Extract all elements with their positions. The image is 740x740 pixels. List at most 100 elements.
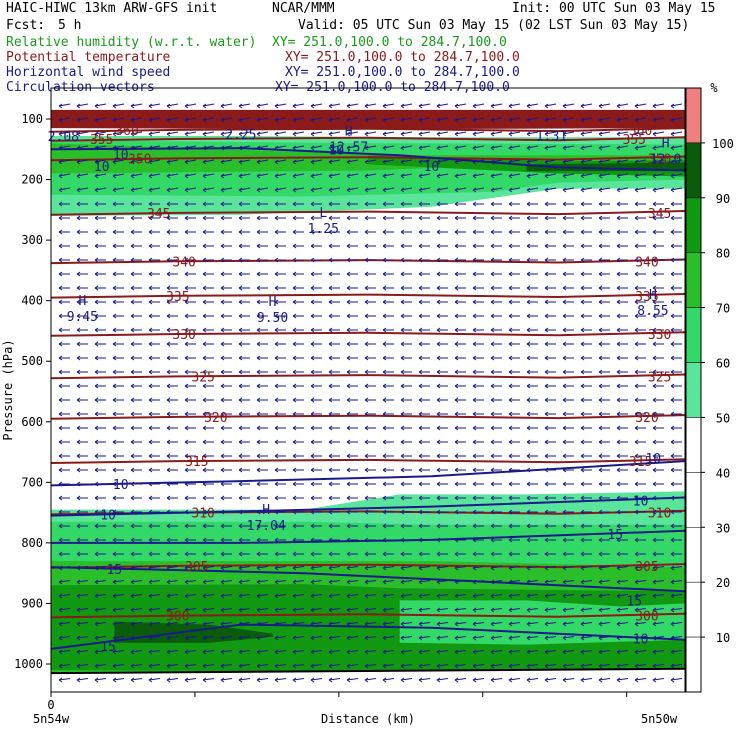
wind-vector-head [202, 173, 207, 179]
wind-vector-head [112, 635, 117, 641]
wind-vector [526, 594, 539, 597]
wind-vector-head [400, 103, 405, 109]
theta-contour-355 [51, 136, 685, 142]
wind-vector-head [562, 677, 567, 683]
wind-vector-head [436, 551, 441, 557]
wind-vector-head [328, 467, 333, 473]
wind-vector [76, 580, 89, 583]
wind-vector [184, 636, 197, 639]
wind-vector [112, 117, 125, 121]
wind-vector [256, 566, 269, 569]
wind-vector [490, 664, 503, 667]
wind-vector-head [526, 229, 531, 235]
wind-vector [238, 131, 251, 135]
wind-vector-head [364, 439, 369, 445]
wind-vector [58, 622, 71, 625]
wind-vector-head [112, 117, 117, 123]
wind-vector-head [364, 411, 369, 417]
wind-vector [454, 636, 467, 639]
wind-vector-head [382, 677, 387, 683]
wind-vector-head [166, 299, 171, 305]
wind-vector-head [292, 271, 297, 277]
init-time: Init: 00 UTC Sun 03 May 15 [512, 1, 716, 16]
wind-vector [364, 650, 377, 653]
wind-vector [580, 145, 593, 149]
wind-vector-head [274, 299, 279, 305]
wind-vector-head [346, 481, 351, 487]
wind-vector-head [328, 327, 333, 333]
wind-vector-head [454, 593, 459, 599]
wind-vector [580, 636, 593, 639]
wind-vector-head [310, 243, 315, 249]
wind-vector [148, 650, 161, 653]
wind-vector-head [670, 173, 675, 179]
wind-vector-head [490, 257, 495, 263]
wind-vector-head [436, 537, 441, 543]
wind-vector-head [148, 397, 153, 403]
wind-contour [51, 460, 685, 487]
wind-vector-head [598, 495, 603, 501]
wind-vector [508, 622, 521, 625]
wind-vector-head [238, 453, 243, 459]
wind-vector-head [616, 495, 621, 501]
wind-vector-head [256, 355, 261, 361]
wind-vector [346, 173, 359, 177]
wind-vector-head [94, 509, 99, 515]
wind-vector-head [364, 285, 369, 291]
wind-vector [634, 594, 647, 597]
wind-vector-head [148, 355, 153, 361]
wind-vector-head [418, 663, 423, 669]
theta-label-335: 335 [166, 290, 189, 305]
wind-vector-head [130, 243, 135, 249]
wind-vector [112, 145, 125, 149]
wind-vector-head [454, 201, 459, 207]
wind-vector-head [544, 131, 549, 137]
wind-vector [184, 131, 197, 135]
wind-vector-head [490, 229, 495, 235]
wind-vector-head [94, 607, 99, 613]
wind-vector-head [166, 495, 171, 501]
wind-vector-head [58, 117, 63, 123]
wind-vector-head [220, 383, 225, 389]
wind-vector-head [148, 201, 153, 207]
wind-vector-head [202, 453, 207, 459]
wind-vector [256, 636, 269, 639]
wind-vector-head [382, 299, 387, 305]
wind-vector [544, 594, 557, 597]
wind-vector [634, 117, 647, 121]
wind-vector [274, 145, 287, 149]
wind-vector-head [616, 285, 621, 291]
wind-vector-head [130, 677, 135, 683]
wind-vector-head [400, 215, 405, 221]
wind-vector-head [616, 481, 621, 487]
wind-vector-head [544, 635, 549, 641]
wind-vector [400, 145, 413, 149]
wind-contour [51, 496, 685, 517]
wind-vector-head [328, 411, 333, 417]
wind-vector [274, 173, 287, 177]
wind-vector-head [508, 327, 513, 333]
wind-vector-head [526, 677, 531, 683]
wind-vector-head [238, 495, 243, 501]
wind-vector-head [634, 257, 639, 263]
wind-vector-head [580, 299, 585, 305]
wind-vector [76, 664, 89, 667]
wind-vector [562, 608, 575, 611]
wind-vector-head [76, 327, 81, 333]
wind-vector-head [508, 523, 513, 529]
wind-vector-head [148, 663, 153, 669]
wind-vector-head [274, 467, 279, 473]
wind-vector-head [112, 215, 117, 221]
wind-vector-head [346, 103, 351, 109]
wind-vector-head [634, 341, 639, 347]
wind-vector-head [382, 649, 387, 655]
wind-vector-head [490, 285, 495, 291]
wind-vector [328, 664, 341, 667]
wind-vector-head [292, 299, 297, 305]
wind-vector-head [148, 621, 153, 627]
wind-vector-head [364, 635, 369, 641]
wind-vector-head [238, 467, 243, 473]
wind-vector [418, 117, 431, 121]
wind-vector [580, 580, 593, 583]
wind-vector-head [472, 215, 477, 221]
